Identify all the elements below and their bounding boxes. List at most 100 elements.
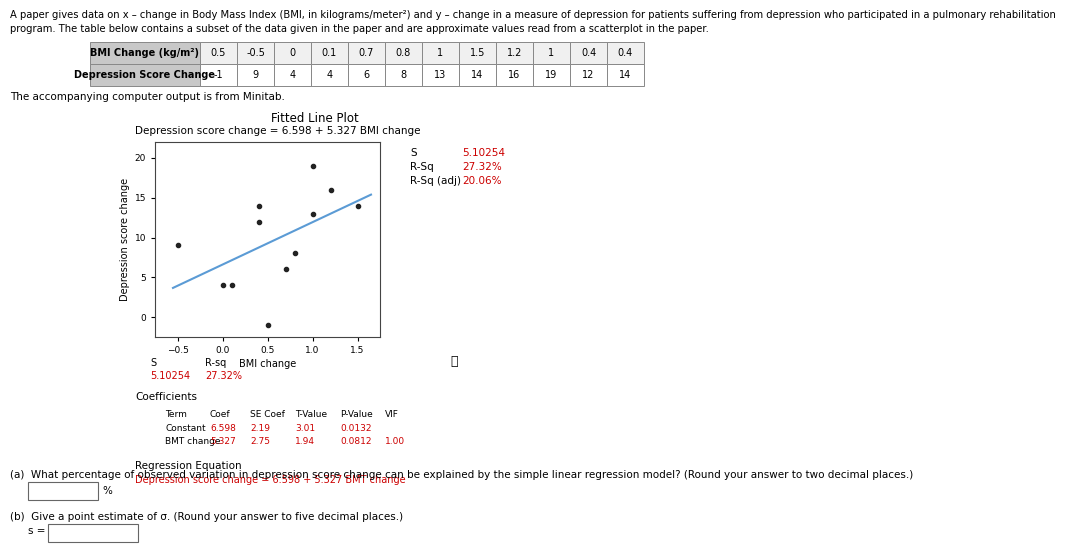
Bar — [384, 64, 422, 86]
Text: 14: 14 — [471, 70, 484, 80]
Bar — [200, 64, 237, 86]
Text: Depression Score Change: Depression Score Change — [75, 70, 216, 80]
Point — [214, 281, 231, 290]
Point — [222, 281, 240, 290]
Point — [349, 201, 366, 210]
Text: 1: 1 — [437, 48, 444, 58]
Text: 0.5: 0.5 — [211, 48, 226, 58]
Bar — [311, 42, 348, 64]
Text: 1: 1 — [549, 48, 554, 58]
Text: Coef: Coef — [210, 410, 231, 419]
Bar — [422, 42, 459, 64]
Text: Depression score change = 6.598 + 5.327 BMI change: Depression score change = 6.598 + 5.327 … — [135, 126, 420, 136]
Text: Coefficients: Coefficients — [135, 392, 197, 402]
Point — [276, 265, 294, 274]
Text: (a)  What percentage of observed variation in depression score change can be exp: (a) What percentage of observed variatio… — [10, 470, 914, 480]
Text: 0: 0 — [289, 48, 296, 58]
Text: 20.06%: 20.06% — [462, 176, 501, 186]
Text: R-Sq: R-Sq — [410, 162, 434, 172]
Bar — [348, 42, 384, 64]
Bar — [28, 482, 98, 500]
Text: 14: 14 — [619, 70, 632, 80]
Bar — [384, 42, 422, 64]
Text: VIF: VIF — [384, 410, 399, 419]
Text: R-Sq (adj): R-Sq (adj) — [410, 176, 461, 186]
Bar — [607, 64, 644, 86]
Point — [249, 201, 267, 210]
Text: Fitted Line Plot: Fitted Line Plot — [271, 112, 359, 125]
Text: A paper gives data on x – change in Body Mass Index (BMI, in kilograms/meter²) a: A paper gives data on x – change in Body… — [10, 10, 1056, 20]
Text: 5.10254: 5.10254 — [150, 371, 190, 381]
Text: S: S — [150, 358, 157, 368]
Point — [303, 162, 321, 170]
Text: 5.10254: 5.10254 — [462, 148, 505, 158]
Text: 19: 19 — [545, 70, 557, 80]
Bar — [496, 64, 534, 86]
X-axis label: BMI change: BMI change — [239, 359, 296, 369]
Text: 0.4: 0.4 — [581, 48, 596, 58]
Text: 0.0812: 0.0812 — [340, 437, 372, 446]
Text: 6: 6 — [364, 70, 369, 80]
Text: Term: Term — [165, 410, 187, 419]
Text: 13: 13 — [434, 70, 447, 80]
Text: -0.5: -0.5 — [246, 48, 265, 58]
Bar — [607, 42, 644, 64]
Bar — [348, 64, 384, 86]
Text: 0.1: 0.1 — [322, 48, 337, 58]
Text: 6.598: 6.598 — [210, 424, 235, 433]
Bar — [90, 42, 200, 64]
Bar — [237, 42, 274, 64]
Text: Regression Equation: Regression Equation — [135, 461, 242, 471]
Point — [286, 249, 303, 258]
Text: Constant: Constant — [165, 424, 205, 433]
Text: 5.327: 5.327 — [210, 437, 235, 446]
Text: 1.94: 1.94 — [295, 437, 315, 446]
Text: T-Value: T-Value — [295, 410, 327, 419]
Point — [303, 209, 321, 218]
Text: 16: 16 — [509, 70, 521, 80]
Text: 12: 12 — [582, 70, 595, 80]
Text: 2.75: 2.75 — [249, 437, 270, 446]
Text: Depression score change = 6.598 + 5.327 BMT change: Depression score change = 6.598 + 5.327 … — [135, 475, 406, 485]
Text: 1.5: 1.5 — [470, 48, 485, 58]
Text: 2.19: 2.19 — [249, 424, 270, 433]
Text: 0.8: 0.8 — [396, 48, 411, 58]
Bar — [237, 64, 274, 86]
Text: 8: 8 — [401, 70, 406, 80]
Text: program. The table below contains a subset of the data given in the paper and ar: program. The table below contains a subs… — [10, 24, 708, 34]
Text: 4: 4 — [326, 70, 333, 80]
Bar — [48, 524, 138, 542]
Text: (b)  Give a point estimate of σ. (Round your answer to five decimal places.): (b) Give a point estimate of σ. (Round y… — [10, 512, 403, 522]
Point — [259, 321, 276, 330]
Text: 1.00: 1.00 — [384, 437, 405, 446]
Text: %: % — [102, 486, 112, 496]
Text: 27.32%: 27.32% — [205, 371, 242, 381]
Text: R-sq: R-sq — [205, 358, 226, 368]
Y-axis label: Depression score change: Depression score change — [120, 178, 131, 301]
Bar — [311, 64, 348, 86]
Bar — [274, 42, 311, 64]
Bar — [422, 64, 459, 86]
Text: s =: s = — [28, 526, 45, 536]
Text: BMI Change (kg/m²): BMI Change (kg/m²) — [91, 48, 200, 58]
Text: 3.01: 3.01 — [295, 424, 315, 433]
Point — [249, 217, 267, 226]
Text: P-Value: P-Value — [340, 410, 373, 419]
Text: 0.0132: 0.0132 — [340, 424, 372, 433]
Text: 9: 9 — [253, 70, 258, 80]
Bar — [496, 42, 534, 64]
Bar — [200, 42, 237, 64]
Point — [322, 185, 339, 194]
Text: The accompanying computer output is from Minitab.: The accompanying computer output is from… — [10, 92, 285, 102]
Text: 0.4: 0.4 — [618, 48, 633, 58]
Text: 1.2: 1.2 — [507, 48, 523, 58]
Bar — [459, 42, 496, 64]
Point — [168, 241, 186, 250]
Text: SE Coef: SE Coef — [249, 410, 285, 419]
Bar — [459, 64, 496, 86]
Text: BMT change: BMT change — [165, 437, 220, 446]
Text: -1: -1 — [214, 70, 224, 80]
Text: ⓘ: ⓘ — [450, 355, 458, 368]
Bar — [534, 42, 570, 64]
Text: S: S — [410, 148, 417, 158]
